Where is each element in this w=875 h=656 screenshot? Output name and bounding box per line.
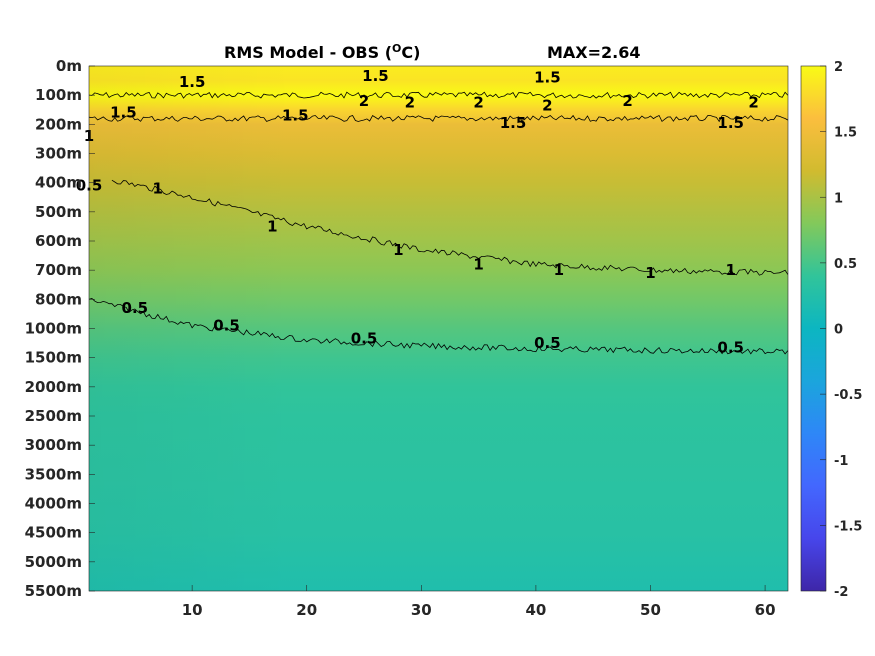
contour-label: 1 [645,264,655,282]
contour-label: 2 [622,92,632,110]
contour-label: 1 [725,261,735,279]
contour-label: 2 [405,93,415,111]
contour-line [89,91,788,99]
y-tick-label: 4000m [25,495,82,513]
colorbar-tick-label: -1.5 [834,519,862,534]
colorbar-tick-label: 1.5 [834,126,857,141]
y-axis: 0m 100m 200m 300m 400m 500m 600m 700m 800m 1000m 1… [25,57,95,600]
contour-label: 1 [393,241,403,259]
contour-label: 1.5 [282,107,309,125]
x-axis: 10 20 30 40 50 60 [182,585,776,619]
y-tick-label: 1000m [25,320,82,338]
y-tick-label: 4500m [25,524,82,542]
contour-label: 2 [473,93,483,111]
y-tick-label: 3500m [25,465,82,483]
y-tick-label: 800m [35,290,82,308]
y-tick-label: 400m [35,174,82,192]
contour-label: 2 [542,96,552,114]
contour-label: 1.5 [717,114,744,132]
contour-label: 1.5 [500,114,527,132]
contour-label: 1 [153,180,163,198]
y-tick-label: 300m [35,145,82,163]
y-tick-label: 500m [35,203,82,221]
y-tick-label: 2000m [25,378,82,396]
contour-lines [89,91,788,355]
chart-title: RMS Model - OBS (OC) [224,42,420,62]
heatmap-plot-area: 1.5 1.5 1.52 2 2 2 2 21.5 1.5 1.5 1.510.50.50.50.5… [76,65,789,592]
x-tick-label: 50 [640,601,661,619]
contour-label: 1 [554,261,564,279]
y-tick-label: 2500m [25,407,82,425]
contour-label: 1.5 [179,73,206,91]
y-tick-label: 3000m [25,436,82,454]
colorbar-tick-label: 0 [834,323,843,338]
colorbar-tick-label: -1 [834,454,848,469]
x-tick-label: 30 [411,601,432,619]
y-tick-label: 0m [56,57,82,75]
contour-label: 0.5 [213,317,240,335]
y-tick-label: 1500m [25,349,82,367]
colorbar-tick-label: -0.5 [834,388,862,403]
y-tick-label: 700m [35,261,82,279]
x-tick-label: 40 [525,601,546,619]
contour-label: 1.5 [362,67,389,85]
y-tick-label: 100m [35,86,82,104]
field-shading [89,66,788,591]
contour-label: 1 [473,255,483,273]
colorbar-ticks: 2 1.5 1 0.5 0 -0.5 -1 -1.5 -2 [820,60,862,600]
contour-label: 1.5 [110,104,137,122]
colorbar-tick-label: 2 [834,60,843,75]
contour-label: 0.5 [717,338,744,356]
contour-labels: 1.5 1.5 1.52 2 2 2 2 21.5 1.5 1.5 1.510.50.50.50.5… [76,67,759,356]
contour-line [89,114,788,123]
colorbar: 2 1.5 1 0.5 0 -0.5 -1 -1.5 -2 [800,60,862,600]
colorbar-tick-label: 1 [834,191,843,206]
y-tick-label: 5500m [25,582,82,600]
contour-line [111,179,788,276]
y-tick-label: 600m [35,232,82,250]
contour-label: 0.5 [351,330,378,348]
contour-label: 0.5 [534,334,561,352]
colorbar-tick-label: 0.5 [834,257,857,272]
y-tick-label: 200m [35,115,82,133]
colorbar-tick-label: -2 [834,585,848,600]
x-tick-label: 20 [296,601,317,619]
contour-label: 0.5 [122,299,149,317]
max-label: MAX=2.64 [547,43,641,62]
contour-label: 2 [359,92,369,110]
x-tick-label: 60 [755,601,776,619]
contour-line [89,298,788,355]
contour-label: 1 [267,217,277,235]
y-tick-label: 5000m [25,553,82,571]
contour-label: 2 [748,93,758,111]
contour-label: 1.5 [534,69,561,87]
x-tick-label: 10 [182,601,203,619]
